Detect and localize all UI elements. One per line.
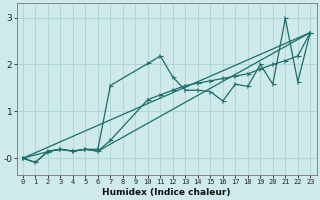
X-axis label: Humidex (Indice chaleur): Humidex (Indice chaleur) — [102, 188, 231, 197]
